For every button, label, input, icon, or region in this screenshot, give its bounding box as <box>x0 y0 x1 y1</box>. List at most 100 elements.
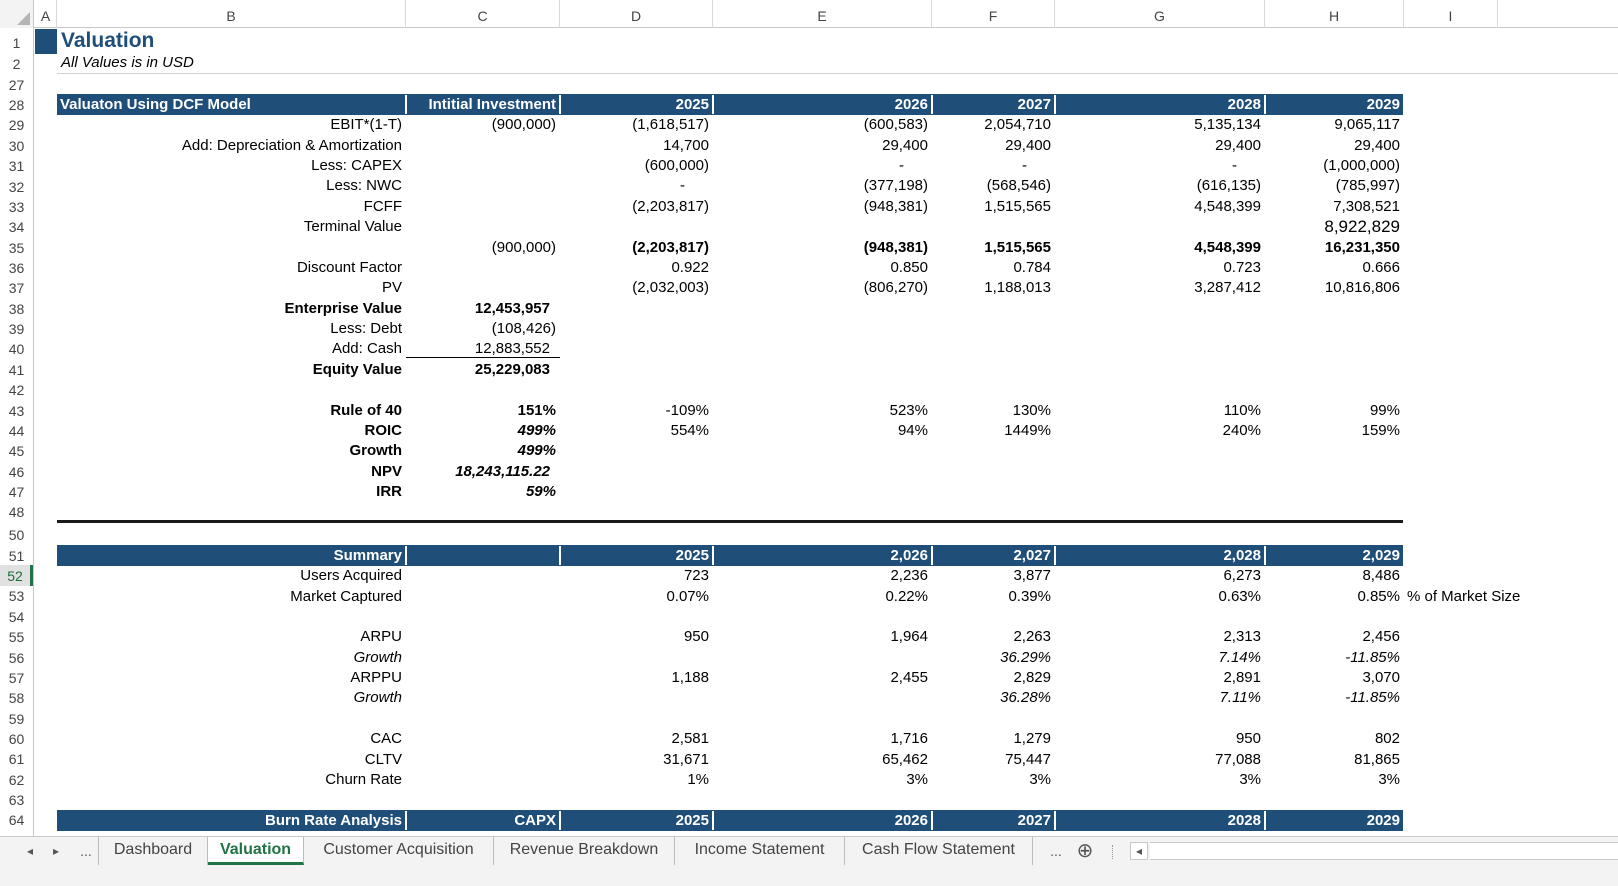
row-label[interactable]: Churn Rate <box>325 771 402 788</box>
cell[interactable]: 110% <box>1223 402 1261 419</box>
cell[interactable]: 0.07% <box>666 588 709 605</box>
cell[interactable]: -11.85% <box>1345 689 1400 706</box>
cell[interactable]: 499% <box>517 442 556 459</box>
cell[interactable]: 2,054,710 <box>984 116 1051 133</box>
cell[interactable]: 31,671 <box>663 751 709 768</box>
cell[interactable]: 3% <box>1239 771 1261 788</box>
row-header[interactable]: 61 <box>8 751 25 767</box>
cell[interactable]: (1,618,517) <box>632 116 709 133</box>
row-header[interactable]: 59 <box>8 711 25 727</box>
sheet-tab-revenue-breakdown[interactable]: Revenue Breakdown <box>494 837 675 865</box>
cell[interactable]: 7,308,521 <box>1333 198 1400 215</box>
row-header[interactable]: 40 <box>8 341 25 357</box>
cell[interactable]: 29,400 <box>1354 137 1400 154</box>
row-header[interactable]: 48 <box>8 504 25 520</box>
row-label[interactable]: Enterprise Value <box>284 300 402 317</box>
cell[interactable]: - <box>899 157 904 174</box>
cell[interactable]: 1449% <box>1004 422 1051 439</box>
cell[interactable]: 1,279 <box>1013 730 1051 747</box>
cell[interactable]: (2,203,817) <box>632 198 709 215</box>
sheet-tab-customer-acquisition[interactable]: Customer Acquisition <box>304 837 494 865</box>
row-label[interactable]: Equity Value <box>312 361 402 378</box>
cell[interactable]: 723 <box>683 567 709 584</box>
cell[interactable]: 1,188 <box>671 669 709 686</box>
horizontal-scrollbar[interactable] <box>1150 842 1618 860</box>
cell[interactable]: (616,135) <box>1196 177 1261 194</box>
row-label[interactable]: NPV <box>371 463 402 480</box>
cell[interactable]: 7.14% <box>1218 649 1261 666</box>
row-header[interactable]: 55 <box>8 629 25 645</box>
cell[interactable]: 8,922,829 <box>1324 217 1400 236</box>
cell[interactable]: 1,716 <box>890 730 928 747</box>
row-header[interactable]: 43 <box>8 403 25 419</box>
cell[interactable]: 3% <box>1378 771 1400 788</box>
row-label[interactable]: Growth <box>353 689 402 706</box>
cell[interactable]: (377,198) <box>863 177 928 194</box>
cell[interactable]: (600,583) <box>863 116 928 133</box>
cell[interactable]: 7.11% <box>1219 689 1261 706</box>
row-header[interactable]: 39 <box>8 321 25 337</box>
cell[interactable]: 65,462 <box>882 751 928 768</box>
cell[interactable]: 2,313 <box>1223 628 1261 645</box>
splitter-handle[interactable] <box>1112 845 1115 859</box>
cell[interactable]: 523% <box>889 402 928 419</box>
cell[interactable]: 29,400 <box>1215 137 1261 154</box>
cell[interactable]: 2,456 <box>1362 628 1400 645</box>
tab-scroll-next-icon[interactable]: ▸ <box>52 844 60 858</box>
cell[interactable]: 6,273 <box>1223 567 1261 584</box>
cell[interactable]: 0.723 <box>1223 259 1261 276</box>
row-header[interactable]: 64 <box>8 812 25 828</box>
cell[interactable]: 3,877 <box>1013 567 1051 584</box>
cell[interactable]: -109% <box>665 402 709 419</box>
cell[interactable]: 16,231,350 <box>1324 239 1400 256</box>
row-label[interactable]: ARPU <box>360 628 402 645</box>
cell[interactable]: 99% <box>1369 402 1400 419</box>
cell[interactable]: 1,964 <box>890 628 928 645</box>
tab-more-left[interactable]: ... <box>80 843 92 859</box>
row-header[interactable]: 1 <box>12 35 21 51</box>
cell[interactable]: (108,426) <box>491 320 556 337</box>
cell[interactable]: 8,486 <box>1362 567 1400 584</box>
cell[interactable]: 2,263 <box>1013 628 1051 645</box>
row-label[interactable]: Market Captured <box>290 588 402 605</box>
cell[interactable]: 9,065,117 <box>1334 116 1400 133</box>
sheet-tab-dashboard[interactable]: Dashboard <box>98 837 208 865</box>
cell[interactable]: - <box>680 177 685 194</box>
tab-more-right[interactable]: ... <box>1050 843 1062 859</box>
row-label[interactable]: Add: Depreciation & Amortization <box>181 137 402 154</box>
row-label[interactable]: EBIT*(1-T) <box>330 116 402 133</box>
row-header[interactable]: 33 <box>8 199 25 215</box>
column-header-a[interactable]: A <box>35 0 57 28</box>
row-header[interactable]: 46 <box>8 464 25 480</box>
cell[interactable]: 4,548,399 <box>1194 239 1261 256</box>
row-label[interactable]: ROIC <box>364 422 403 439</box>
cell[interactable]: 0.666 <box>1362 259 1400 276</box>
row-label[interactable]: Growth <box>349 442 403 459</box>
cell[interactable]: 0.22% <box>885 588 928 605</box>
cell[interactable]: 2,891 <box>1223 669 1261 686</box>
cell[interactable]: 0.784 <box>1013 259 1051 276</box>
row-header[interactable]: 44 <box>8 423 25 439</box>
row-header[interactable]: 27 <box>8 77 25 93</box>
column-header-e[interactable]: E <box>713 0 932 28</box>
cell[interactable]: - <box>1022 157 1027 174</box>
market-size-note[interactable]: % of Market Size <box>1407 588 1521 605</box>
cell[interactable]: (948,381) <box>863 198 928 215</box>
row-header[interactable]: 38 <box>8 301 25 317</box>
hscroll-left-icon[interactable]: ◂ <box>1130 842 1148 860</box>
column-header-i[interactable]: I <box>1404 0 1498 28</box>
cell[interactable]: 1,515,565 <box>984 198 1051 215</box>
row-header[interactable]: 29 <box>8 117 25 133</box>
cell[interactable]: 4,548,399 <box>1194 198 1261 215</box>
row-header[interactable]: 50 <box>8 527 25 543</box>
equity-value-cell[interactable]: 25,229,083 <box>474 361 550 378</box>
tab-scroll-prev-icon[interactable]: ◂ <box>26 844 34 858</box>
npv-cell[interactable]: 18,243,115.22 <box>455 463 550 480</box>
add-sheet-icon[interactable]: ⊕ <box>1076 840 1094 862</box>
cell[interactable]: (785,997) <box>1335 177 1400 194</box>
cell[interactable]: 0.63% <box>1218 588 1261 605</box>
row-label[interactable]: Users Acquired <box>300 567 402 584</box>
cell[interactable]: 2,829 <box>1013 669 1051 686</box>
cell[interactable]: 12,883,552 <box>474 340 550 357</box>
cell[interactable]: 1,188,013 <box>984 279 1051 296</box>
